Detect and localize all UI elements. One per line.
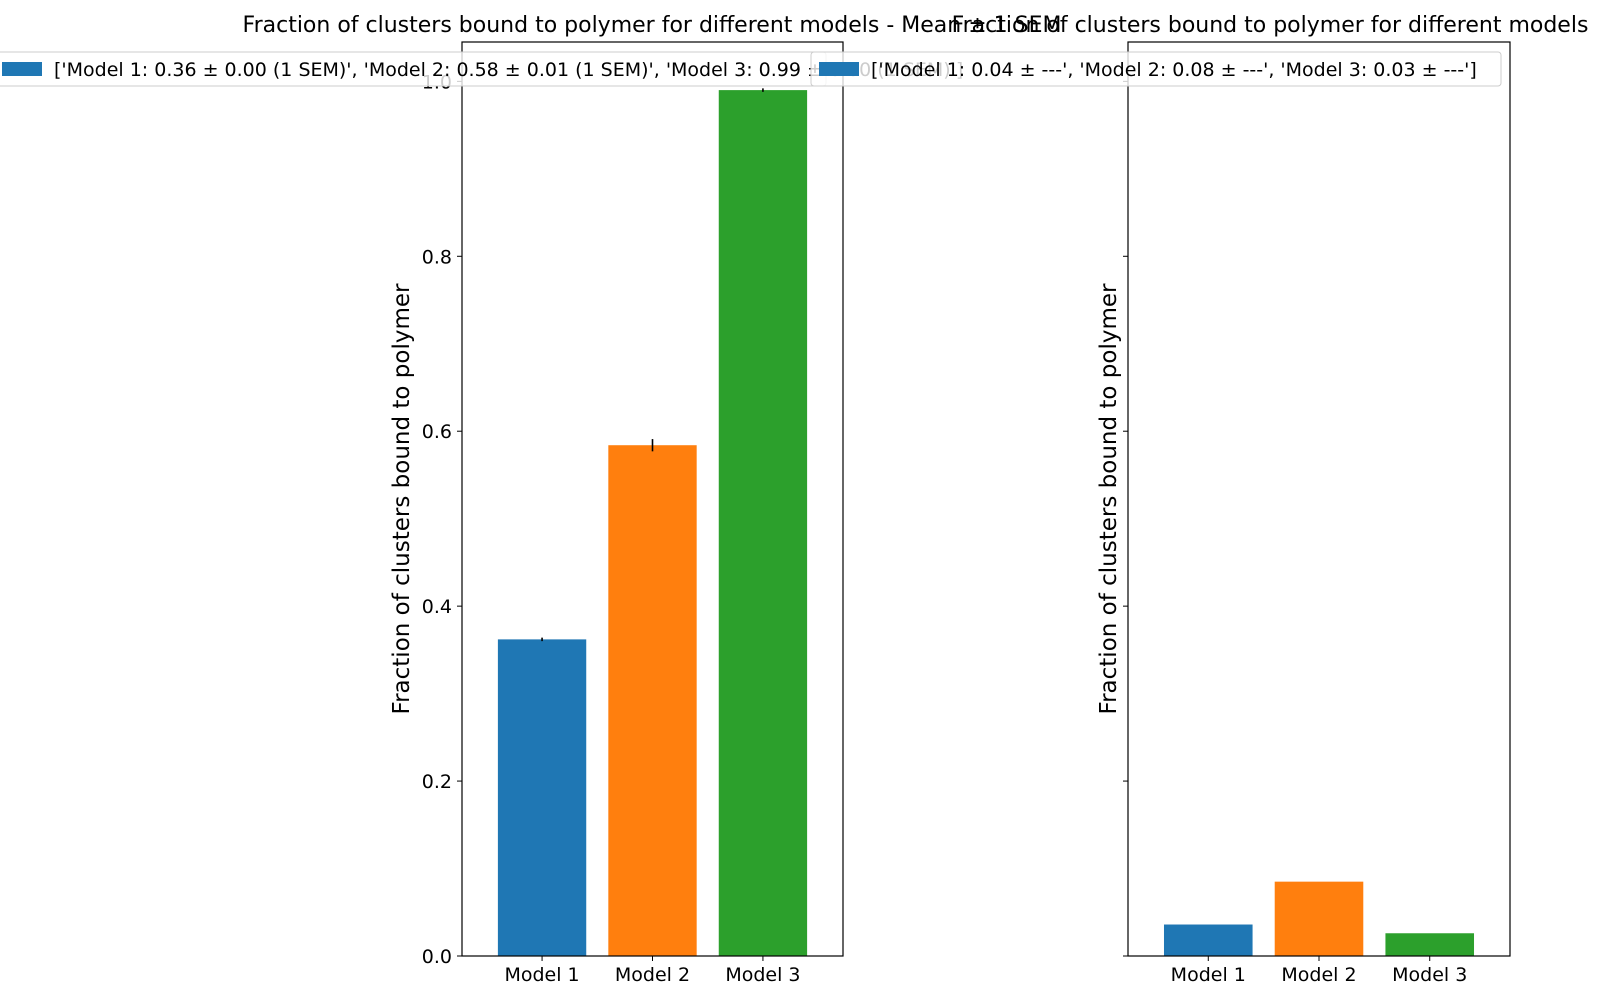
legend-text: ['Model 1: 0.04 ± ---', 'Model 2: 0.08 ±… <box>871 59 1477 81</box>
bar-model-1 <box>497 639 587 956</box>
legend-box <box>810 51 1502 87</box>
legend-left: ['Model 1: 0.36 ± 0.00 (1 SEM)', 'Model … <box>0 51 963 87</box>
x-tick-label: Model 1 <box>1171 964 1246 986</box>
y-axis-label: Fraction of clusters bound to polymer <box>1096 283 1122 714</box>
y-tick-label: 0.8 <box>422 246 452 268</box>
x-tick-label: Model 2 <box>1281 964 1356 986</box>
axes-frame <box>461 41 844 957</box>
axes-frame <box>1127 41 1511 957</box>
y-tick-label: 0.4 <box>422 596 452 618</box>
bar-model-2 <box>608 445 697 956</box>
bar-model-2 <box>1274 881 1364 956</box>
y-axis-label: Fraction of clusters bound to polymer <box>389 283 415 714</box>
x-tick-label: Model 1 <box>504 964 579 986</box>
y-tick-label: 0.0 <box>422 946 452 968</box>
bar-model-3 <box>1385 933 1475 956</box>
bar-model-1 <box>1163 924 1253 956</box>
legend-swatch <box>819 62 859 76</box>
legend-swatch <box>2 62 42 76</box>
x-tick-label: Model 2 <box>615 964 690 986</box>
chart-title: Fraction of clusters bound to polymer fo… <box>243 13 1062 38</box>
x-tick-label: Model 3 <box>1392 964 1467 986</box>
x-tick-label: Model 3 <box>725 964 800 986</box>
chart-right: Model 1 Model 2 Model 3 Fraction of cluster… <box>952 13 1589 986</box>
y-tick-label: 0.6 <box>422 421 452 443</box>
y-tick-label: 0.2 <box>422 771 452 793</box>
legend-text: ['Model 1: 0.36 ± 0.00 (1 SEM)', 'Model … <box>54 59 963 81</box>
bar-model-3 <box>718 90 808 956</box>
chart-title: Fraction of clusters bound to polymer fo… <box>952 13 1589 38</box>
legend-right: ['Model 1: 0.04 ± ---', 'Model 2: 0.08 ±… <box>810 51 1502 87</box>
